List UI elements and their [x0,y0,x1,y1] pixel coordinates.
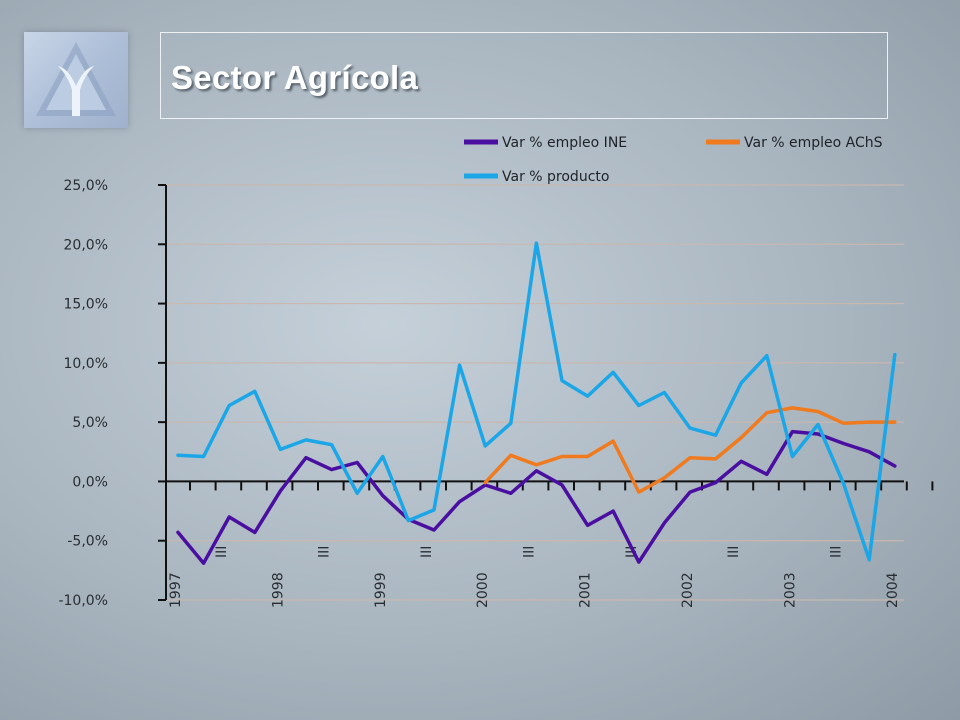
quarter-label: III [726,546,742,558]
year-label: 1997 [168,572,184,608]
slide-title: Sector Agrícola [171,59,419,96]
title-frame: Sector Agrícola [160,32,888,119]
legend-label: Var % empleo AChS [744,135,883,151]
series-line-2 [483,406,897,494]
company-logo [24,32,128,128]
series-lines [176,241,897,565]
quarter-label: III [521,546,537,558]
axes [158,184,934,601]
y-tick-label: 25,0% [64,178,108,194]
quarter-label: III [317,546,333,558]
y-tick-label: -10,0% [58,593,108,609]
y-tick-label: 0,0% [72,474,108,490]
quarter-label: III [419,546,435,558]
series-line-1 [176,429,897,565]
quarter-label: III [214,546,230,558]
year-label: 2000 [475,572,491,608]
year-label: 2004 [885,572,901,608]
year-label: 2001 [578,572,594,608]
grid-lines [166,184,904,601]
y-tick-label: -5,0% [67,534,108,550]
year-label: 2002 [680,572,696,608]
y-tick-label: 10,0% [64,356,108,372]
legend-label: Var % producto [502,169,609,185]
legend-label: Var % empleo INE [502,135,627,151]
axis-labels: -10,0% -5,0% 0,0% 5,0% 10,0% 15,0% 20,0% 25,0% 1… [58,178,900,609]
quarter-label: III [829,546,845,558]
y-tick-label: 15,0% [64,297,108,313]
logo-emblem [36,42,116,116]
year-label: 2003 [782,572,798,608]
series-line-3 [176,241,897,562]
year-label: 1998 [270,572,286,608]
legend: Var % empleo INE Var % empleo AChS Var % p… [464,135,883,185]
y-tick-label: 20,0% [64,237,108,253]
year-label: 1999 [373,572,389,608]
y-tick-label: 5,0% [72,415,108,431]
